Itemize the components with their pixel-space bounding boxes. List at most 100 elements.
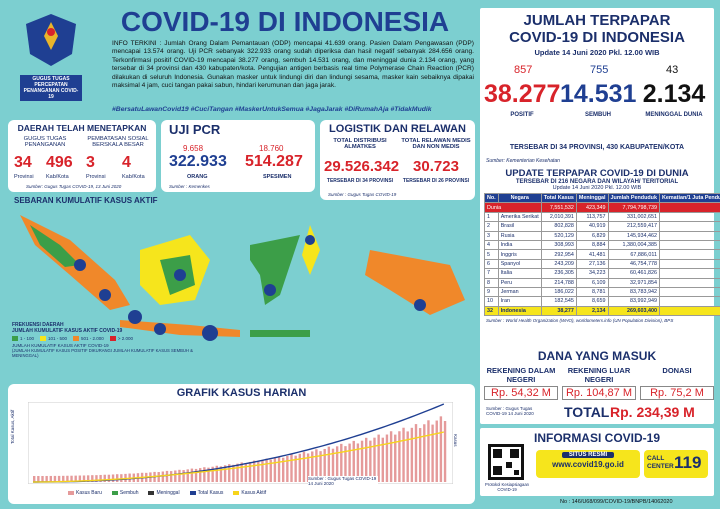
cell: 41,481 [575,249,609,260]
cell: 6 [658,239,720,251]
chart-shape [37,475,40,482]
qr-code [488,444,524,480]
delta: 18.760 [259,144,284,153]
legend-item: Meninggal [148,490,180,496]
cell: Rusia [497,230,542,241]
chart-shape [32,431,444,483]
cell: 344 [658,211,720,223]
legend-label: Kasus Aktif [241,490,267,496]
qr-label: Protokol Kesiapsiagaan COVID-19 [485,482,529,492]
cell: 27,136 [575,258,609,270]
cell: 2,010,391 [540,211,577,223]
stat-unit: Kab/Kota [46,174,69,180]
call-badge[interactable]: CALL CENTER 119 [644,450,708,478]
legend-label: Total Kasus [197,490,224,496]
chart-shape [74,475,77,482]
legend-swatch [40,336,47,341]
logo: GUGUS TUGAS PERCEPATAN PENANGANAN COVID-… [20,10,82,101]
chart-shape [290,454,293,482]
cell: 7,794,798,739 [607,202,660,213]
cell: Peru [497,277,542,288]
cell: 6,829 [575,230,609,241]
cell: 566 [658,268,720,279]
legend-swatch [111,491,118,495]
chart-shape [414,424,418,482]
call-label: CALL CENTER [647,455,674,470]
header-cell: Meninggal [575,192,609,204]
chart-shape [203,467,206,482]
chart-shape [294,455,297,482]
legend-item: 1 - 100 [12,336,34,341]
chart-shape [49,475,52,482]
cell: 236,305 [540,268,577,279]
cell: Indonesia [497,305,542,317]
chart-shape [319,451,322,482]
stat-label: MENINGGAL DUNIA [645,112,703,118]
header-cell: No. [484,192,499,204]
dana-title: DANA YANG MASUK [537,349,657,363]
legend-title: FREKUENSI DAERAH [12,322,64,328]
world-row: Dunia 7,551,532 423,349 7,794,798,739 [484,202,720,213]
chart-shape [107,474,111,482]
chart-shape [340,443,343,482]
grafik-card: GRAFIK KASUS HARIAN Total Kasus, Aktif K… [8,384,475,504]
chart-shape [365,437,368,482]
cell: 47 [658,230,720,241]
chart-shape [182,470,185,482]
legend-label: 1 - 100 [20,336,35,341]
card-title: LOGISTIK DAN RELAWAN [329,123,466,135]
chart-shape [190,468,194,482]
legend-label: Sembuh [119,490,139,496]
stat-delta: 857 [514,64,533,76]
chart-shape [352,440,355,482]
delta: 9.658 [183,144,204,153]
chart-shape [244,463,248,482]
doc-number: No : 146/U68/099/COVID-19/BNPB/14062020 [560,499,673,505]
chart-shape [335,446,339,482]
main-title: COVID-19 DI INDONESIA [120,6,450,37]
legend-note: JUMLAH KUMULATIF KASUS AKTIF COVID-19 [12,343,109,348]
header-cell: Jumlah Penduduk [607,192,660,204]
cell: 308,993 [540,239,577,251]
dana-value: Rp. 75,2 M [640,386,714,400]
spread: TERSEBAR DI 34 PROVINSI, 430 KABUPATEN/K… [509,144,685,151]
legend-label: > 2.000 [117,336,133,341]
cell: 611 [658,249,720,260]
cell: 1,380,004,385 [607,239,660,251]
dana-label: REKENING LUAR NEGERI [567,366,631,384]
chart-shape [257,461,260,482]
legend-swatch [109,336,116,341]
stat-value: 38.277 [484,80,561,108]
cell: 8 [484,277,499,288]
cell: 580 [658,258,720,270]
site-badge[interactable]: SITUS RESMI www.covid19.go.id [536,450,640,478]
update: Update 14 Juni 2020 Pkl. 12.00 WIB [534,48,660,57]
chart-shape [116,474,119,482]
legend-note: (JUMLAH KUMULATIF KASUS POSITIF DIKURANG… [12,348,193,358]
legend-swatch [12,336,18,341]
chart-shape [33,476,36,482]
chart-shape [282,457,285,482]
source: Sumber : World Health Organization (WHO)… [486,318,674,324]
legend-item: Sembuh [111,490,139,496]
chart-shape [381,437,384,482]
chart-shape [199,468,202,482]
cell: 83,783,942 [607,286,660,298]
chart-shape [269,459,272,482]
legend-label: Kasus Baru [76,490,102,496]
chart-shape [223,465,227,482]
cell: 145,934,462 [607,230,660,241]
dana-value: Rp. 54,32 M [484,386,558,400]
header-cell: Total Kasus [540,192,577,204]
legend-item: Total Kasus [189,490,224,496]
chart-shape [302,451,306,482]
chart-shape [228,464,231,482]
table-subtitle: TERSEBAR DI 216 NEGARA DAN WILAYAH/ TERI… [515,179,679,185]
chart-shape [402,427,405,482]
